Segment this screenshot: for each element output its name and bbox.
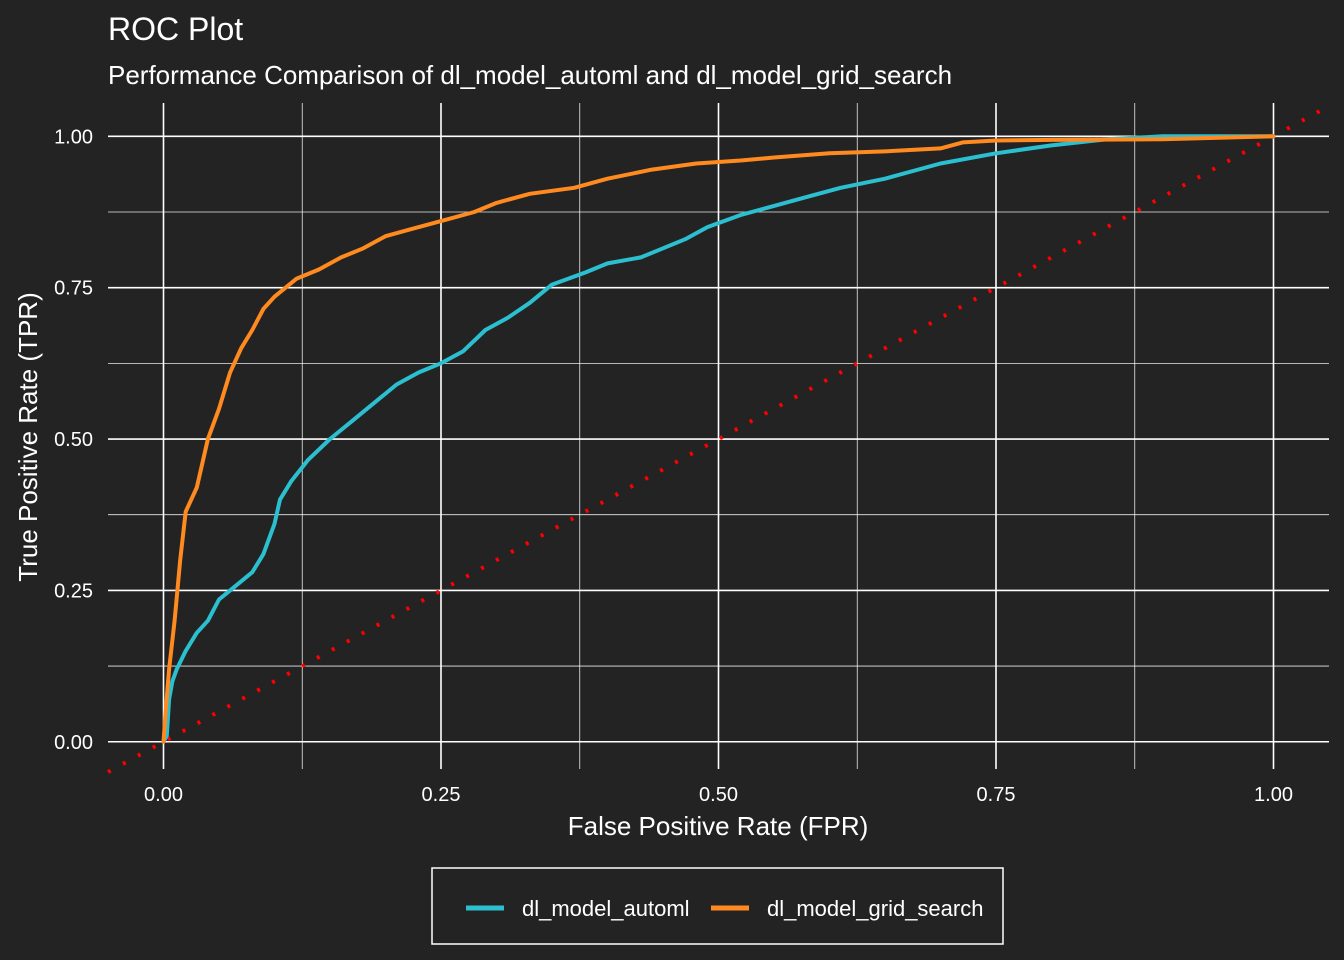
y-tick-label: 0.50 [54,429,93,451]
x-tick-label: 0.50 [699,784,738,806]
legend-box [431,867,1004,945]
y-tick-label: 1.00 [54,126,93,148]
chart-title: ROC Plot [108,11,243,47]
y-tick-label: 0.00 [54,732,93,754]
x-tick-label: 0.00 [144,784,183,806]
x-tick-label: 1.00 [1254,784,1293,806]
x-tick-label: 0.75 [977,784,1016,806]
legend-label-dl-model-automl: dl_model_automl [522,896,690,921]
series-lines [161,134,1276,744]
x-axis-title: False Positive Rate (FPR) [568,811,869,841]
legend: dl_model_automl dl_model_grid_search [431,867,1004,945]
series-line-dl-model-grid-search [161,134,1276,744]
y-tick-label: 0.75 [54,278,93,300]
chart-subtitle: Performance Comparison of dl_model_autom… [108,60,952,90]
tick-labels: 0.00 0.25 0.50 0.75 1.00 0.00 0.25 0.50 0.75 1.00 [54,126,1293,806]
grid-lines [108,103,1329,769]
series-line-dl-model-automl [161,134,1276,744]
legend-label-dl-model-grid-search: dl_model_grid_search [767,896,983,921]
y-axis-title: True Positive Rate (TPR) [13,292,43,581]
x-tick-label: 0.25 [422,784,461,806]
y-tick-label: 0.25 [54,580,93,602]
